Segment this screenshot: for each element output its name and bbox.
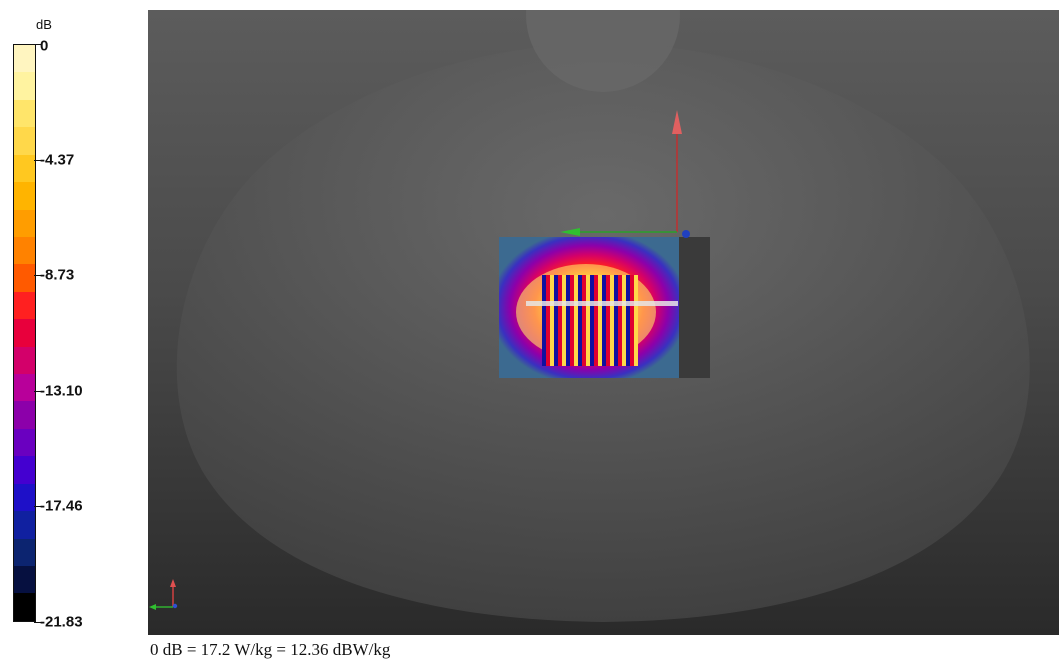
x-axis-arrow	[560, 228, 580, 236]
3d-viewport[interactable]	[148, 10, 1059, 635]
color-scale-step	[14, 72, 35, 100]
color-scale-step	[14, 209, 35, 237]
scan-stripe	[598, 275, 602, 366]
color-scale-step	[14, 154, 35, 183]
legend-tick-mark	[34, 622, 42, 623]
scan-stripe	[558, 275, 562, 366]
color-scale-step	[14, 483, 35, 512]
color-scale-step	[14, 566, 35, 594]
legend-tick-mark	[34, 44, 42, 45]
color-scale-step	[14, 182, 35, 210]
scan-stripe	[594, 275, 598, 366]
axis-origin	[682, 230, 690, 238]
color-scale-step	[14, 428, 35, 457]
scan-stripe	[586, 275, 590, 366]
color-scale-step	[14, 319, 35, 347]
phantom-scene	[149, 10, 1030, 622]
color-scale-step	[14, 346, 35, 375]
scan-stripe	[630, 275, 634, 366]
color-scale-step	[14, 99, 35, 128]
color-scale-step	[14, 236, 35, 265]
reference-value-caption: 0 dB = 17.2 W/kg = 12.36 dBW/kg	[150, 640, 391, 659]
scan-stripe	[550, 275, 554, 366]
legend-tick-label: -4.37	[40, 151, 75, 169]
z-axis-arrow	[672, 110, 682, 134]
color-scale-step	[14, 264, 35, 292]
legend-tick-label: -13.10	[40, 382, 83, 400]
color-scale-step	[14, 456, 35, 484]
scan-stripe	[590, 275, 594, 366]
color-scale-legend: dB 0 -4.37 -8.73 -13.10 -17.46 -21.83	[0, 0, 145, 640]
color-scale-step	[14, 401, 35, 429]
scan-stripe	[578, 275, 582, 366]
legend-tick-mark	[34, 159, 42, 161]
color-scale-step	[14, 374, 35, 402]
scan-stripe	[614, 275, 618, 366]
legend-unit-label: dB	[36, 17, 52, 32]
legend-tick-label: -8.73	[40, 266, 75, 284]
scan-stripe	[602, 275, 606, 366]
color-scale-bar	[13, 44, 36, 622]
color-scale-step	[14, 127, 35, 155]
scan-stripe	[554, 275, 558, 366]
scan-stripe	[566, 275, 570, 366]
scan-stripe	[606, 275, 610, 366]
color-scale-step	[14, 538, 35, 567]
scan-stripe	[622, 275, 626, 366]
scan-stripe	[570, 275, 574, 366]
legend-tick-label: -21.83	[40, 613, 83, 631]
legend-tick-label: 0	[40, 37, 49, 55]
scan-stripe	[562, 275, 566, 366]
legend-tick-mark	[34, 275, 42, 277]
scan-stripe	[610, 275, 614, 366]
scan-stripe	[626, 275, 630, 366]
scan-stripe	[582, 275, 586, 366]
scan-stripe	[574, 275, 578, 366]
legend-tick-mark	[34, 506, 42, 508]
phantom-top-region	[526, 10, 680, 92]
color-scale-step	[14, 593, 35, 621]
zoom-scan-stripes	[542, 275, 638, 366]
color-scale-step	[14, 45, 35, 73]
scan-stripe	[546, 275, 550, 366]
legend-tick-label: -17.46	[40, 497, 83, 515]
color-scale-step	[14, 291, 35, 320]
scan-stripe	[618, 275, 622, 366]
orientation-triad	[149, 579, 178, 610]
legend-tick-mark	[34, 390, 42, 392]
scan-stripe	[634, 275, 638, 366]
dipole-antenna	[526, 301, 678, 306]
scan-stripe	[542, 275, 546, 366]
color-scale-step	[14, 511, 35, 539]
